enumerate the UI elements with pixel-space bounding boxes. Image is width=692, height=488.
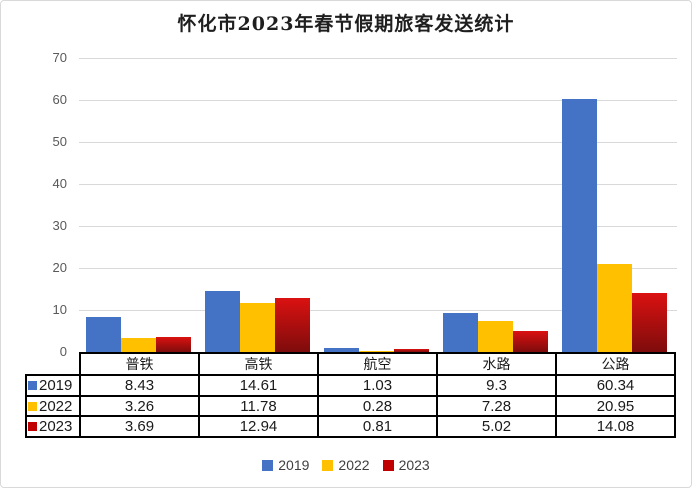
bar-2022-高铁 <box>240 302 275 352</box>
y-axis-tick-label: 50 <box>52 134 67 149</box>
legend-item-2023: 2023 <box>382 457 430 473</box>
legend-label: 2019 <box>278 457 310 473</box>
y-axis-tick-label: 20 <box>52 260 67 275</box>
y-axis-tick-label: 10 <box>52 302 67 317</box>
gridline <box>79 57 677 59</box>
gridline <box>79 183 677 185</box>
y-axis-tick-label: 40 <box>52 176 67 191</box>
table-value-cell: 8.43 <box>79 374 200 397</box>
bar-2019-高铁 <box>205 290 240 352</box>
legend-label: 2022 <box>338 457 370 473</box>
legend-swatch-icon <box>382 459 394 471</box>
bar-2022-水路 <box>478 321 513 352</box>
table-category-header: 普铁 <box>79 352 200 376</box>
table-row-header-2023: 2023 <box>25 415 81 438</box>
chart-title: 怀化市2023年春节假期旅客发送统计 <box>177 13 515 35</box>
table-value-cell: 7.28 <box>436 395 557 417</box>
table-value-cell: 5.02 <box>436 415 557 438</box>
bar-2023-普铁 <box>156 336 191 352</box>
table-category-header: 公路 <box>555 352 676 376</box>
series-swatch-icon <box>28 422 37 431</box>
bar-2022-航空 <box>359 350 394 352</box>
table-value-cell: 60.34 <box>555 374 676 397</box>
table-category-header: 航空 <box>317 352 438 376</box>
y-axis-tick-label: 70 <box>52 50 67 65</box>
bar-2023-水路 <box>513 330 548 352</box>
table-value-cell: 0.81 <box>317 415 438 438</box>
table-value-cell: 3.26 <box>79 395 200 417</box>
gridline <box>79 99 677 101</box>
legend-swatch-icon <box>322 459 334 471</box>
table-corner-cell <box>26 353 80 375</box>
legend: 2019 2022 2023 <box>1 454 691 476</box>
bar-2019-水路 <box>443 312 478 352</box>
table-value-cell: 20.95 <box>555 395 676 417</box>
table-value-cell: 1.03 <box>317 374 438 397</box>
bar-2023-高铁 <box>275 297 310 352</box>
legend-swatch-icon <box>262 459 274 471</box>
table-row-header-2019: 2019 <box>25 374 81 397</box>
y-axis-tick-label: 0 <box>59 344 67 359</box>
table-value-cell: 14.61 <box>198 374 319 397</box>
series-swatch-icon <box>28 381 37 390</box>
table-value-cell: 11.78 <box>198 395 319 417</box>
table-category-header: 水路 <box>436 352 557 376</box>
legend-label: 2023 <box>398 457 430 473</box>
bar-2022-公路 <box>597 264 632 352</box>
legend-item-2022: 2022 <box>322 457 370 473</box>
bar-2023-公路 <box>632 292 667 352</box>
y-axis-tick-label: 30 <box>52 218 67 233</box>
bar-2019-航空 <box>324 347 359 352</box>
bar-2023-航空 <box>394 348 429 352</box>
table-value-cell: 0.28 <box>317 395 438 417</box>
bar-2019-普铁 <box>86 316 121 352</box>
gridline <box>79 225 677 227</box>
table-value-cell: 9.3 <box>436 374 557 397</box>
gridline <box>79 309 677 311</box>
series-swatch-icon <box>28 401 37 411</box>
table-value-cell: 3.69 <box>79 415 200 438</box>
data-table: 普铁 高铁 航空 水路 公路 2019 8.43 14.61 1.03 9.3 60.34 2022 3… <box>25 352 676 438</box>
bar-2019-公路 <box>562 98 597 352</box>
y-axis-tick-label: 60 <box>52 92 67 107</box>
gridline <box>79 267 677 269</box>
table-value-cell: 12.94 <box>198 415 319 438</box>
table-value-cell: 14.08 <box>555 415 676 438</box>
legend-item-2019: 2019 <box>262 457 309 473</box>
bar-2022-普铁 <box>121 338 156 352</box>
table-row-header-2022: 2022 <box>25 395 81 417</box>
gridline <box>79 141 677 143</box>
table-category-header: 高铁 <box>198 352 319 376</box>
